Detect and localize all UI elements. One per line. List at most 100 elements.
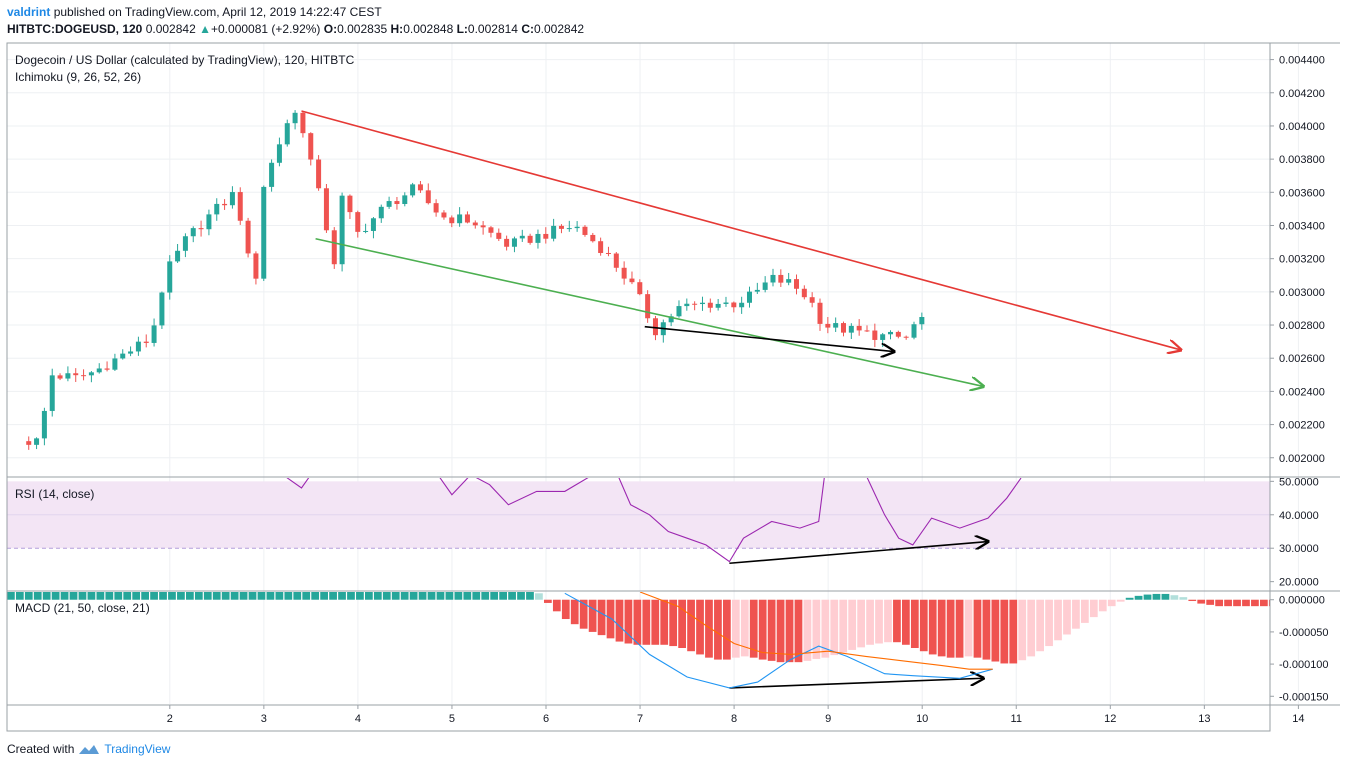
macd-histogram-bar — [51, 592, 60, 600]
candle-body — [527, 235, 533, 243]
macd-histogram-bar — [78, 592, 87, 600]
macd-histogram-bar — [1260, 599, 1268, 607]
macd-histogram-bar — [821, 599, 830, 658]
candle-body — [112, 358, 118, 370]
candle-body — [778, 274, 784, 283]
macd-histogram-bar — [964, 599, 973, 657]
macd-histogram-bar — [982, 599, 991, 660]
macd-histogram-bar — [105, 592, 114, 600]
price-divergence-line — [644, 325, 894, 352]
footer: Created with TradingView — [7, 742, 170, 756]
macd-legend[interactable]: MACD (21, 50, close, 21) — [15, 601, 150, 615]
rsi-legend[interactable]: RSI (14, close) — [15, 487, 95, 501]
macd-histogram-bar — [33, 592, 42, 600]
candle-body — [370, 218, 376, 231]
price-tick-label: 0.003400 — [1279, 220, 1325, 232]
candle-body — [34, 438, 40, 445]
macd-histogram-bar — [1197, 599, 1206, 604]
macd-histogram-bar — [1188, 599, 1197, 602]
candle-body — [895, 331, 901, 337]
macd-histogram-bar — [481, 592, 490, 600]
macd-histogram-bar — [445, 592, 454, 600]
macd-histogram-bar — [1081, 599, 1089, 623]
candle-body — [464, 214, 470, 223]
last-price: 0.002842 — [145, 22, 196, 36]
candle-body — [574, 226, 580, 229]
macd-divergence-line — [729, 678, 983, 689]
trend-lines — [301, 110, 1180, 689]
macd-histogram-bar — [123, 592, 132, 600]
candle-body — [754, 289, 760, 292]
macd-histogram-bar — [812, 599, 821, 659]
macd-histogram-bar — [875, 599, 883, 644]
publish-text: published on TradingView.com, April 12, … — [53, 5, 382, 19]
candle-body — [903, 336, 909, 338]
price-tick-label: 0.003600 — [1279, 187, 1325, 199]
rsi-tick-label: 50.0000 — [1279, 476, 1319, 488]
macd-histogram-bar — [660, 599, 669, 645]
candle-body — [598, 241, 604, 253]
price-tick-label: 0.002200 — [1279, 420, 1325, 432]
candle-body — [57, 375, 63, 379]
macd-histogram-bar — [678, 599, 686, 648]
candle-body — [762, 282, 768, 290]
candle-body — [65, 373, 71, 379]
macd-histogram-bar — [1215, 599, 1223, 607]
macd-histogram-bar — [96, 592, 105, 600]
candle-body — [245, 220, 251, 254]
macd-histogram-bar — [723, 599, 731, 660]
macd-histogram-bar — [749, 599, 758, 658]
candle-body — [590, 234, 596, 242]
candle-body — [613, 253, 619, 268]
macd-histogram-bar — [1000, 599, 1009, 664]
macd-line — [564, 592, 993, 689]
tradingview-brand[interactable]: TradingView — [104, 742, 171, 756]
macd-histogram-bar — [418, 592, 427, 600]
macd-histogram-bar — [973, 599, 982, 658]
main-legend-title[interactable]: Dogecoin / US Dollar (calculated by Trad… — [15, 53, 355, 67]
price-tick-label: 0.003200 — [1279, 254, 1325, 266]
macd-histogram-bar — [248, 592, 257, 600]
close-label: C: — [521, 22, 534, 36]
macd-histogram-bar — [221, 592, 230, 600]
macd-histogram-bar — [1242, 599, 1250, 607]
candle-body — [676, 306, 682, 317]
author-name[interactable]: valdrint — [7, 5, 51, 19]
macd-histogram-bar — [570, 599, 579, 625]
time-tick-label: 8 — [731, 713, 737, 725]
macd-tick-label: 0.000000 — [1279, 595, 1325, 607]
macd-histogram-bar — [42, 592, 51, 600]
time-tick-label: 2 — [167, 713, 173, 725]
candle-body — [26, 441, 32, 445]
macd-histogram-bar — [633, 599, 642, 645]
candle-body — [864, 330, 870, 332]
price-tick-label: 0.002400 — [1279, 386, 1325, 398]
candle-body — [402, 195, 408, 204]
candle-body — [558, 225, 564, 229]
candle-body — [261, 186, 267, 279]
candle-body — [425, 190, 431, 204]
rsi-tick-label: 30.0000 — [1279, 543, 1319, 555]
candle-body — [504, 238, 510, 247]
candle-body — [339, 195, 345, 265]
candle-body — [88, 372, 94, 376]
price-tick-label: 0.002000 — [1279, 453, 1325, 465]
candle-body — [331, 230, 337, 265]
macd-histogram-bar — [499, 592, 507, 600]
ichimoku-legend[interactable]: Ichimoku (9, 26, 52, 26) — [15, 70, 142, 84]
candle-body — [872, 330, 878, 340]
candle-body — [472, 222, 478, 226]
macd-histogram-bar — [544, 599, 552, 603]
macd-histogram-bar — [902, 599, 910, 645]
candle-body — [378, 206, 384, 219]
macd-histogram-bar — [552, 599, 561, 612]
macd-histogram-bar — [1098, 599, 1107, 612]
candle-body — [237, 192, 243, 221]
macd-histogram-bar — [311, 592, 320, 600]
high-label: H: — [390, 22, 404, 36]
candle-body — [605, 252, 611, 254]
macd-histogram-bar — [830, 599, 839, 656]
price-change: +0.000081 (+2.92%) — [211, 22, 321, 36]
macd-histogram-bar — [1341, 600, 1347, 603]
